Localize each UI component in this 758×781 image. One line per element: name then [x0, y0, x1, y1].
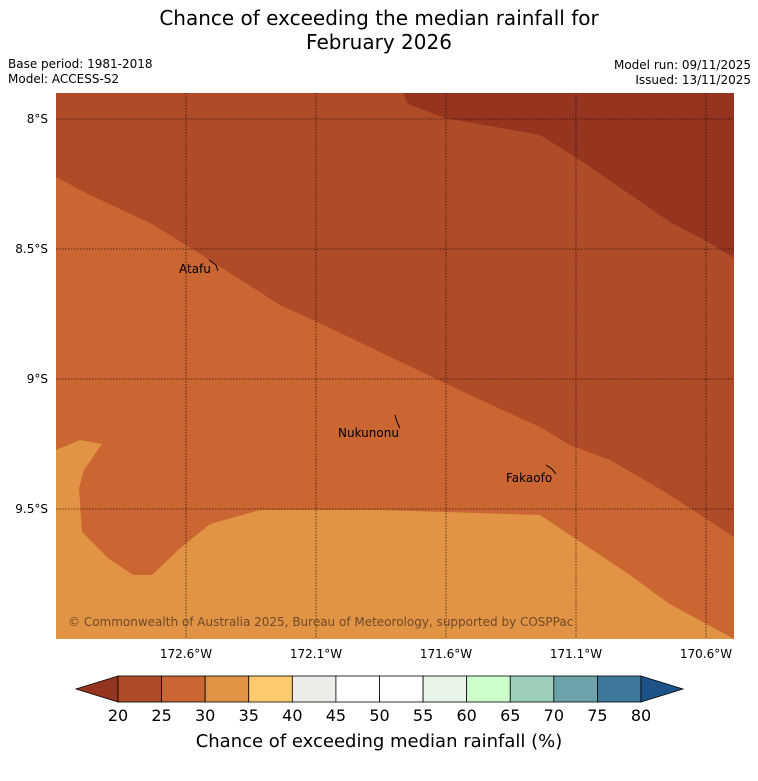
atafu-island-shape: [208, 259, 219, 272]
colorbar-high-extend: [640, 675, 685, 703]
colorbar-tick-label: 55: [413, 706, 433, 725]
colorbar-tick-label: 30: [195, 706, 215, 725]
copyright-text: © Commonwealth of Australia 2025, Bureau…: [68, 615, 573, 629]
colorbar-swatch: [553, 675, 598, 703]
lon-axis-labels: 172.6°W 172.1°W 171.6°W 171.1°W 170.6°W: [160, 647, 732, 661]
colorbar-tick-label: 45: [326, 706, 346, 725]
colorbar-swatch: [335, 675, 380, 703]
colorbar-tick-label: 65: [500, 706, 520, 725]
colorbar-low-extend: [74, 675, 119, 703]
colorbar-swatch: [466, 675, 511, 703]
colorbar-swatch: [422, 675, 468, 703]
colorbar-tick-label: 40: [282, 706, 302, 725]
zone-35-40: [56, 440, 734, 639]
meta-right: Model run: 09/11/2025 Issued: 13/11/2025: [614, 58, 751, 88]
colorbar-tick-label: 70: [544, 706, 564, 725]
colorbar-tick-label: 35: [239, 706, 259, 725]
meta-left: Base period: 1981-2018 Model: ACCESS-S2: [8, 57, 153, 87]
place-label-atafu: Atafu: [179, 262, 211, 276]
lat-axis-labels: 8°S 8.5°S 9°S 9.5°S: [15, 112, 48, 516]
colorbar-swatch: [509, 675, 555, 703]
lat-tick-label: 9.5°S: [15, 502, 48, 516]
colorbar-tick-label: 50: [369, 706, 389, 725]
model-run-text: Model run: 09/11/2025: [613, 58, 751, 72]
colorbar-label: Chance of exceeding median rainfall (%): [196, 731, 563, 752]
issued-text: Issued: 13/11/2025: [635, 73, 751, 87]
colorbar-tick-label: 25: [151, 706, 171, 725]
colorbar-swatch: [161, 675, 206, 703]
graticule: [56, 93, 734, 639]
colorbar-tick-label: 80: [631, 706, 651, 725]
nukunonu-island-shape: [394, 414, 401, 429]
lon-tick-label: 172.6°W: [160, 647, 212, 661]
lat-tick-label: 8.5°S: [15, 242, 48, 256]
colorbar-swatch: [379, 675, 424, 703]
colorbar-swatch: [117, 675, 162, 703]
colorbar-swatch: [597, 675, 642, 703]
colorbar-tick-label: 20: [108, 706, 128, 725]
title-line-2: February 2026: [306, 30, 452, 54]
fakaofo-island-shape: [545, 464, 557, 475]
base-period-text: Base period: 1981-2018: [8, 57, 153, 71]
colorbar-tick-label: 60: [456, 706, 476, 725]
colorbar: 20 25 30 35 40 45 50 55 60 65 70 75 80: [74, 675, 685, 725]
colorbar-swatch: [248, 675, 293, 703]
model-text: Model: ACCESS-S2: [8, 72, 120, 86]
map-area: Atafu Nukunonu Fakaofo © Commonwealth of…: [56, 93, 734, 639]
zone-20-25: [403, 93, 734, 258]
lon-tick-label: 171.1°W: [550, 647, 602, 661]
place-label-fakaofo: Fakaofo: [506, 471, 552, 485]
lon-tick-label: 171.6°W: [420, 647, 472, 661]
chart-title: Chance of exceeding the median rainfall …: [0, 6, 758, 54]
lon-tick-label: 170.6°W: [680, 647, 732, 661]
lat-tick-label: 8°S: [27, 112, 48, 126]
place-label-nukunonu: Nukunonu: [338, 426, 399, 440]
lat-tick-label: 9°S: [27, 372, 48, 386]
lon-tick-label: 172.1°W: [290, 647, 342, 661]
title-line-1: Chance of exceeding the median rainfall …: [159, 6, 599, 30]
island-outlines: [208, 259, 557, 475]
colorbar-swatch: [204, 675, 250, 703]
colorbar-tick-label: 75: [587, 706, 607, 725]
colorbar-swatch: [291, 675, 337, 703]
